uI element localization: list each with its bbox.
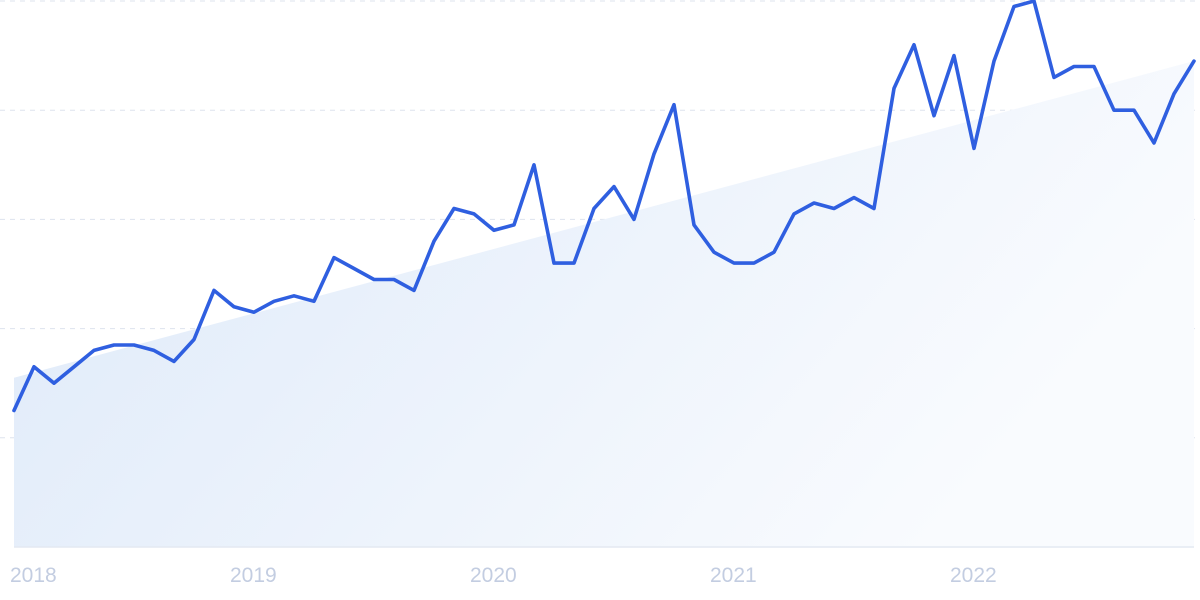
data-point xyxy=(772,250,776,254)
x-tick-label: 2020 xyxy=(470,564,517,587)
data-point xyxy=(632,217,636,221)
data-point xyxy=(552,261,556,265)
data-point xyxy=(832,206,836,210)
data-point xyxy=(952,54,956,58)
data-point xyxy=(432,239,436,243)
series-line xyxy=(12,0,1196,413)
data-point xyxy=(712,250,716,254)
data-point xyxy=(212,288,216,292)
data-point xyxy=(1152,141,1156,145)
data-point xyxy=(792,212,796,216)
data-point xyxy=(312,299,316,303)
data-point xyxy=(812,201,816,205)
data-point xyxy=(652,152,656,156)
data-point xyxy=(372,277,376,281)
data-point xyxy=(472,212,476,216)
data-point xyxy=(1172,92,1176,96)
x-axis-ticks: 2018 2019 2020 2021 2022 xyxy=(10,564,997,587)
data-point xyxy=(672,103,676,107)
data-point xyxy=(872,206,876,210)
data-point xyxy=(92,348,96,352)
data-point xyxy=(572,261,576,265)
data-point xyxy=(892,86,896,90)
data-point xyxy=(32,365,36,369)
data-point xyxy=(352,267,356,271)
data-point xyxy=(272,299,276,303)
data-point xyxy=(332,256,336,260)
data-point xyxy=(452,206,456,210)
data-point xyxy=(232,305,236,309)
x-tick-label: 2018 xyxy=(10,564,57,587)
data-point xyxy=(1192,59,1196,63)
data-point xyxy=(692,223,696,227)
data-point xyxy=(752,261,756,265)
x-tick-label: 2021 xyxy=(710,564,757,587)
data-point xyxy=(392,277,396,281)
data-point xyxy=(492,228,496,232)
data-point xyxy=(292,294,296,298)
data-point xyxy=(52,381,56,385)
data-point xyxy=(1072,65,1076,69)
data-point xyxy=(732,261,736,265)
data-point xyxy=(1132,108,1136,112)
data-point xyxy=(1012,4,1016,8)
data-point xyxy=(972,146,976,150)
data-point xyxy=(412,288,416,292)
data-point xyxy=(932,114,936,118)
data-point xyxy=(852,196,856,200)
data-point xyxy=(1092,65,1096,69)
data-point xyxy=(192,338,196,342)
x-tick-label: 2019 xyxy=(230,564,277,587)
data-point xyxy=(612,185,616,189)
data-point xyxy=(512,223,516,227)
data-point xyxy=(592,206,596,210)
data-point xyxy=(12,409,16,413)
data-point xyxy=(1112,108,1116,112)
data-point xyxy=(172,359,176,363)
data-point xyxy=(992,59,996,63)
data-point xyxy=(912,43,916,47)
trend-area xyxy=(14,61,1194,548)
data-point xyxy=(112,343,116,347)
data-point xyxy=(532,163,536,167)
data-point xyxy=(72,365,76,369)
data-point xyxy=(252,310,256,314)
data-point xyxy=(1052,75,1056,79)
data-point xyxy=(132,343,136,347)
data-point xyxy=(152,348,156,352)
x-tick-label: 2022 xyxy=(950,564,997,587)
